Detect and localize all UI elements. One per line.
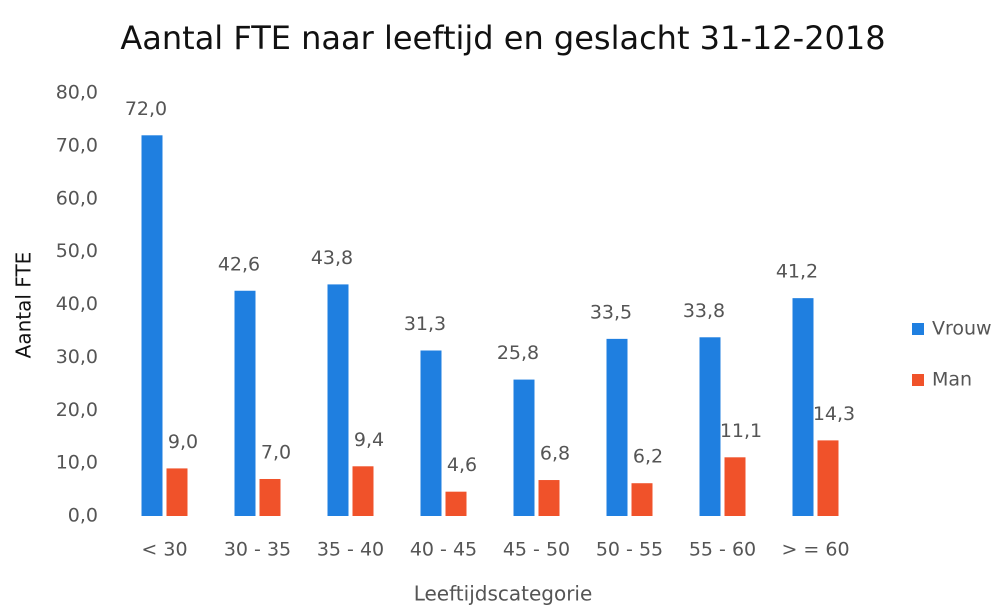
bar: [166, 468, 188, 516]
value-label: 31,3: [404, 313, 446, 335]
chart-title: Aantal FTE naar leeftijd en geslacht 31-…: [120, 19, 885, 57]
bar: [352, 466, 374, 516]
x-axis-label: Leeftijdscategorie: [414, 582, 593, 606]
value-label: 9,0: [168, 431, 198, 453]
bar: [631, 483, 653, 516]
y-tick-label: 70,0: [56, 134, 98, 156]
x-tick-label: 35 - 40: [317, 539, 384, 561]
bar: [259, 478, 281, 516]
bar: [445, 491, 467, 516]
y-tick-label: 40,0: [56, 293, 98, 315]
value-label: 33,8: [683, 300, 725, 322]
legend-label: Vrouw: [932, 318, 992, 340]
x-tick-label: 40 - 45: [410, 539, 477, 561]
bar: [606, 338, 628, 516]
y-tick-label: 10,0: [56, 452, 98, 474]
value-label: 7,0: [261, 441, 291, 463]
value-label: 11,1: [720, 420, 762, 442]
bar: [327, 284, 349, 516]
bar: [538, 480, 560, 516]
bar: [234, 290, 256, 516]
value-label: 72,0: [125, 98, 167, 120]
value-label: 6,2: [633, 446, 663, 468]
bar: [699, 337, 721, 516]
value-label: 33,5: [590, 301, 632, 323]
value-label: 43,8: [311, 247, 353, 269]
x-tick-label: 45 - 50: [503, 539, 570, 561]
x-tick-label: > = 60: [781, 539, 849, 561]
x-tick-label: 50 - 55: [596, 539, 663, 561]
legend-swatch: [912, 323, 924, 335]
value-label: 6,8: [540, 443, 570, 465]
x-tick-label: < 30: [141, 539, 187, 561]
y-tick-label: 50,0: [56, 240, 98, 262]
value-label: 41,2: [776, 261, 818, 283]
bar: [817, 440, 839, 516]
legend-swatch: [912, 374, 924, 386]
y-tick-label: 60,0: [56, 187, 98, 209]
x-tick-label: 55 - 60: [689, 539, 756, 561]
value-label: 4,6: [447, 454, 477, 476]
bar: [792, 298, 814, 516]
y-tick-label: 0,0: [68, 505, 98, 527]
bar: [513, 379, 535, 516]
y-tick-label: 80,0: [56, 82, 98, 104]
bar: [141, 135, 163, 517]
y-axis-label: Aantal FTE: [12, 252, 36, 359]
value-label: 42,6: [218, 253, 260, 275]
value-label: 14,3: [813, 403, 855, 425]
value-label: 25,8: [497, 342, 539, 364]
bar: [420, 350, 442, 516]
legend-label: Man: [932, 369, 972, 391]
value-label: 9,4: [354, 429, 384, 451]
bar: [724, 457, 746, 516]
y-tick-label: 20,0: [56, 399, 98, 421]
x-tick-label: 30 - 35: [224, 539, 291, 561]
y-tick-label: 30,0: [56, 346, 98, 368]
